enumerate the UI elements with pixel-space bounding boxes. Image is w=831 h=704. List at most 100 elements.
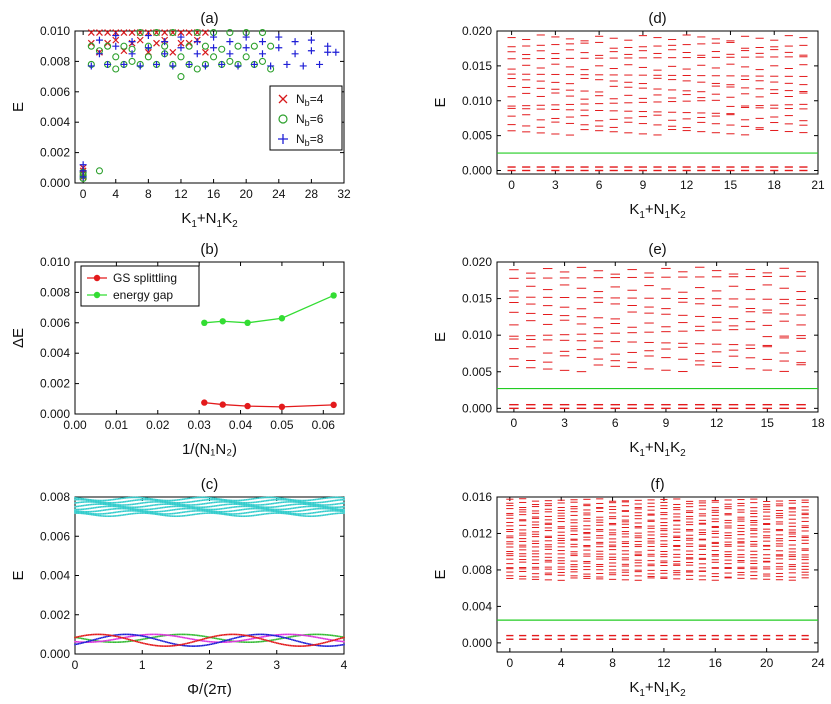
point-plus — [128, 50, 136, 58]
band-point — [328, 513, 330, 516]
band-point — [265, 499, 268, 502]
point-plus — [258, 38, 266, 46]
band-point — [270, 496, 273, 499]
point-plus — [120, 60, 128, 68]
band-point — [124, 500, 127, 503]
band-point — [267, 512, 270, 515]
band-point — [190, 641, 192, 644]
band-point — [307, 499, 310, 502]
band-point — [267, 499, 270, 502]
band-point — [323, 510, 325, 513]
band-point — [227, 633, 229, 636]
band-point — [203, 508, 206, 511]
band-point — [77, 510, 80, 513]
band-point — [195, 640, 197, 642]
band-point — [260, 508, 263, 510]
band-point — [186, 507, 189, 510]
band-point — [227, 501, 229, 503]
band-point — [217, 634, 219, 637]
band-point — [158, 635, 160, 638]
band-point — [195, 500, 197, 502]
band-point — [124, 497, 127, 499]
band-point — [101, 513, 103, 515]
band-point — [148, 511, 150, 514]
y-tick-label: 0.000 — [462, 636, 492, 650]
point-o — [242, 53, 250, 61]
band-point — [96, 501, 98, 504]
band-point — [178, 633, 181, 636]
band-point — [185, 498, 187, 500]
band-point — [166, 641, 169, 644]
band-point — [297, 506, 300, 509]
band-point — [218, 512, 221, 514]
band-point — [297, 500, 300, 503]
band-point — [171, 505, 174, 508]
band-point — [119, 637, 122, 640]
band-point — [228, 639, 231, 642]
band-point — [328, 500, 330, 503]
band-point — [301, 641, 303, 644]
band-point — [173, 512, 175, 515]
band-point — [223, 639, 226, 641]
band-point — [333, 506, 335, 509]
band-point — [333, 639, 335, 641]
band-point — [200, 512, 202, 515]
band-point — [213, 511, 216, 514]
band-point — [299, 514, 302, 517]
band-point — [265, 639, 268, 642]
band-point — [89, 512, 91, 515]
band-point — [297, 640, 300, 643]
band-point — [122, 637, 125, 639]
band-point — [77, 508, 80, 511]
band-point — [205, 499, 207, 501]
band-point — [223, 633, 226, 636]
band-point — [235, 513, 238, 515]
x-axis-label: Φ/(2π) — [187, 681, 232, 698]
band-point — [121, 504, 123, 506]
label-part: N — [296, 132, 305, 146]
band-point — [245, 638, 248, 641]
y-tick-label: 0.016 — [462, 490, 492, 504]
band-point — [213, 498, 216, 501]
band-point — [286, 510, 288, 513]
band-point — [92, 500, 95, 502]
band-point — [89, 503, 91, 506]
band-point — [77, 505, 80, 508]
band-point — [274, 496, 276, 499]
band-point — [215, 511, 218, 514]
band-point — [302, 634, 305, 637]
band-point — [323, 497, 325, 500]
band-point — [92, 507, 95, 509]
point-plus — [177, 33, 185, 41]
band-point — [80, 512, 83, 515]
band-point — [166, 509, 169, 512]
band-point — [307, 635, 310, 637]
band-point — [146, 511, 149, 514]
band-point — [222, 638, 224, 641]
band-point — [296, 501, 298, 503]
band-point — [341, 637, 344, 639]
band-point — [203, 499, 206, 501]
band-point — [307, 643, 310, 645]
band-point — [213, 501, 216, 504]
band-point — [116, 641, 118, 643]
band-point — [289, 507, 291, 510]
band-point — [92, 513, 95, 515]
subscript: 1 — [639, 448, 645, 459]
band-point — [294, 635, 297, 637]
band-point — [101, 515, 103, 517]
band-point — [317, 643, 320, 645]
band-point — [193, 513, 196, 516]
band-point — [104, 501, 107, 504]
band-point — [213, 510, 216, 513]
band-point — [233, 513, 236, 515]
band-point — [259, 497, 261, 499]
band-point — [136, 634, 139, 636]
band-point — [183, 501, 186, 504]
band-point — [249, 634, 251, 636]
point-plus — [112, 42, 120, 50]
band-point — [339, 510, 342, 513]
band-point — [128, 640, 130, 643]
band-point — [166, 503, 169, 505]
band-point — [280, 643, 283, 645]
